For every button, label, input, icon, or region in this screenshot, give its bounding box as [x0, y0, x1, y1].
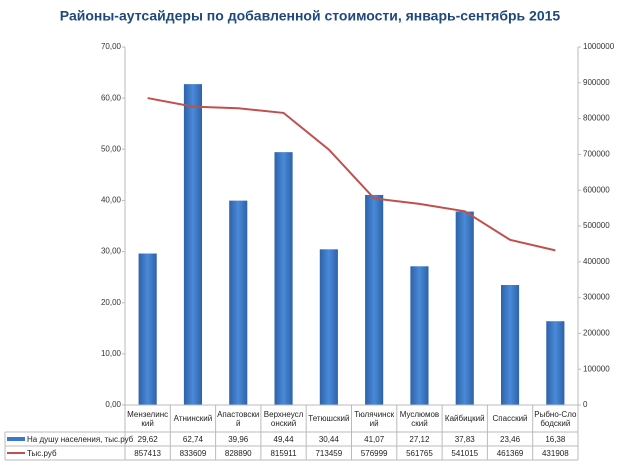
y2-tick-label: 100000: [583, 364, 610, 373]
legend-label: На душу населения, тыс.руб: [27, 434, 134, 444]
y2-tick-label: 800000: [583, 114, 610, 123]
legend-label: Тыс.руб: [27, 448, 57, 458]
x-tick-label: Апастовский: [217, 409, 260, 428]
table-value: 713459: [315, 448, 343, 458]
y2-tick-label: 900000: [583, 78, 610, 87]
bar: [138, 253, 157, 405]
bar: [319, 249, 338, 405]
table-value: 857413: [134, 448, 161, 458]
y-tick-label: 70,00: [101, 42, 122, 51]
bar: [500, 285, 520, 405]
table-value: 815911: [270, 448, 297, 458]
table-value: 62,74: [182, 434, 203, 444]
y2-tick-label: 1000000: [583, 42, 615, 51]
y2-tick-label: 200000: [583, 329, 610, 338]
x-tick-label: Муслюмовский: [399, 409, 440, 428]
bar: [183, 84, 203, 406]
y2-tick-label: 700000: [583, 150, 610, 159]
table-value: 461369: [496, 448, 524, 458]
table-value: 828890: [224, 448, 252, 458]
y-tick-label: 0,00: [105, 400, 121, 409]
table-value: 541015: [451, 448, 479, 458]
table-value: 23,46: [500, 434, 521, 444]
table-value: 561765: [406, 448, 433, 458]
y-tick-label: 50,00: [101, 144, 122, 153]
bar: [229, 200, 248, 405]
table-value: 30,44: [318, 434, 339, 444]
y-tick-label: 20,00: [101, 298, 122, 307]
table-value: 49,44: [273, 434, 294, 444]
x-tick-label: Атнинский: [173, 414, 213, 423]
y-tick-label: 40,00: [101, 196, 122, 205]
x-tick-label: Тюлячинский: [354, 409, 395, 428]
table-value: 16,38: [545, 434, 566, 444]
table-value: 37,83: [454, 434, 475, 444]
bar: [455, 211, 474, 405]
x-tick-label: Тетюшский: [308, 414, 350, 423]
bar: [274, 152, 293, 405]
y2-tick-label: 600000: [583, 185, 610, 194]
table-value: 41,07: [364, 434, 385, 444]
x-tick-label: Рыбно-Слободский: [534, 409, 577, 428]
y-tick-label: 60,00: [101, 93, 122, 102]
x-tick-label: Верхнеуслонский: [263, 409, 304, 428]
legend-key: [7, 437, 25, 441]
chart-title: Районы-аутсайдеры по добавленной стоимос…: [60, 8, 561, 24]
y2-tick-label: 400000: [583, 257, 610, 266]
line: [147, 97, 556, 252]
table-value: 576999: [360, 448, 388, 458]
table-value: 431908: [541, 448, 569, 458]
x-tick-label: Кайбицкий: [444, 414, 485, 423]
bar: [410, 266, 429, 405]
y2-tick-label: 500000: [583, 221, 610, 230]
y2-tick-label: 0: [583, 400, 588, 409]
table-value: 39,96: [228, 434, 249, 444]
table-value: 27,12: [409, 434, 430, 444]
table-value: 29,62: [137, 434, 158, 444]
bar: [365, 194, 384, 405]
x-tick-label: Мензелинский: [127, 409, 169, 428]
y-tick-label: 10,00: [101, 349, 122, 358]
bar: [546, 321, 565, 405]
y2-tick-label: 300000: [583, 293, 610, 302]
x-tick-label: Спасский: [492, 414, 528, 423]
y-tick-label: 30,00: [101, 247, 122, 256]
table-value: 833609: [179, 448, 207, 458]
